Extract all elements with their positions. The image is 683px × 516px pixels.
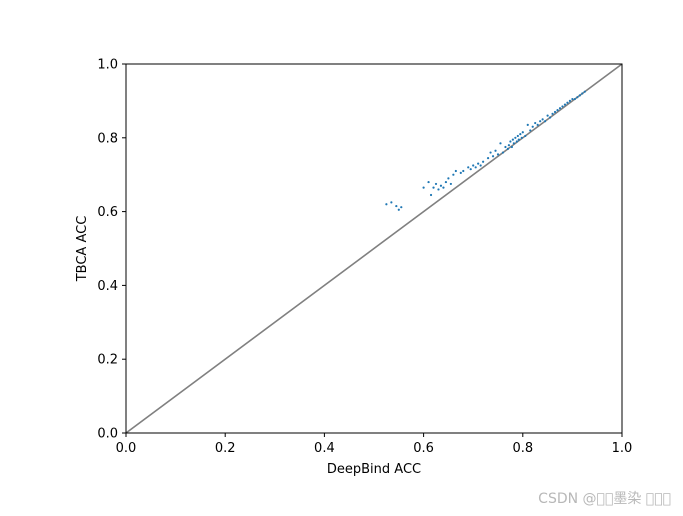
y-tick-label: 1.0 — [97, 58, 118, 73]
x-axis: 0.0 0.2 0.4 0.6 0.8 1.0 — [116, 433, 633, 456]
data-point — [551, 112, 554, 115]
watermark-text: CSDN @  墨染     — [538, 491, 671, 507]
x-tick-label: 0.4 — [314, 441, 335, 456]
data-point — [516, 134, 519, 138]
x-tick-label: 0.0 — [116, 441, 137, 456]
data-point — [427, 180, 430, 184]
data-point — [536, 123, 539, 126]
data-point — [553, 110, 557, 114]
data-point — [561, 105, 564, 108]
data-point — [571, 97, 574, 101]
data-point — [531, 125, 534, 128]
data-point — [514, 136, 517, 139]
data-points-layer — [385, 90, 586, 211]
data-point — [520, 136, 523, 139]
data-point — [578, 94, 581, 97]
data-point — [477, 162, 480, 165]
data-point — [462, 169, 465, 173]
data-point — [390, 201, 393, 204]
data-point — [494, 149, 497, 152]
data-point — [573, 97, 576, 101]
data-point — [385, 203, 388, 206]
data-point — [496, 153, 500, 156]
data-point — [506, 147, 510, 150]
data-point — [517, 138, 520, 141]
data-point — [501, 151, 505, 154]
data-point — [422, 186, 425, 189]
data-point — [395, 204, 398, 208]
data-point — [568, 99, 572, 102]
data-point — [511, 138, 514, 141]
data-point — [479, 164, 482, 167]
reference-line-layer — [125, 63, 623, 434]
y-tick-label: 0.6 — [97, 205, 118, 220]
data-point — [447, 177, 450, 180]
y-tick-label: 0.2 — [97, 353, 118, 368]
data-point — [558, 107, 562, 110]
data-point — [576, 96, 579, 99]
data-point — [437, 188, 440, 191]
data-point — [541, 118, 544, 121]
y-axis-label: TBCA ACC — [75, 216, 90, 283]
data-point — [509, 140, 512, 143]
x-tick-label: 0.2 — [215, 441, 236, 456]
data-point — [454, 169, 457, 173]
data-point — [452, 173, 455, 176]
data-point — [474, 166, 477, 169]
y-axis: 0.0 0.2 0.4 0.6 0.8 1.0 — [97, 58, 126, 442]
y-tick-label: 0.8 — [97, 131, 118, 146]
data-point — [439, 184, 443, 187]
data-point — [521, 131, 524, 134]
reference-diagonal-line — [125, 63, 623, 434]
x-tick-label: 0.6 — [413, 441, 434, 456]
data-point — [459, 171, 462, 174]
data-point — [486, 156, 490, 160]
data-point — [469, 168, 472, 171]
data-point — [526, 123, 529, 126]
data-point — [544, 120, 547, 123]
data-point — [482, 160, 485, 163]
data-point — [546, 114, 549, 117]
data-point — [548, 116, 552, 119]
y-tick-label: 0.4 — [97, 279, 118, 294]
data-point — [429, 193, 433, 197]
data-point — [539, 120, 542, 123]
data-point — [434, 182, 438, 186]
data-point — [566, 101, 569, 104]
data-point — [515, 140, 518, 143]
data-point — [504, 145, 507, 149]
data-point — [507, 144, 511, 147]
data-point — [499, 142, 502, 145]
data-point — [583, 90, 586, 93]
plot-area-frame — [125, 63, 623, 434]
x-tick-label: 1.0 — [612, 441, 633, 456]
data-point — [510, 145, 513, 149]
data-point — [444, 180, 448, 184]
data-point — [529, 129, 532, 132]
data-point — [472, 164, 475, 167]
data-point — [489, 151, 492, 154]
data-point — [534, 121, 537, 125]
data-point — [563, 103, 567, 106]
data-point — [442, 186, 445, 189]
data-point — [400, 206, 403, 209]
x-axis-label: DeepBind ACC — [327, 462, 421, 477]
data-point — [524, 134, 527, 138]
data-point — [512, 142, 515, 145]
data-point — [556, 109, 559, 112]
data-point — [491, 155, 495, 158]
data-point — [467, 166, 470, 169]
x-tick-label: 0.8 — [512, 441, 533, 456]
data-point — [519, 133, 522, 136]
data-point — [397, 208, 400, 211]
data-point — [449, 182, 452, 186]
y-tick-label: 0.0 — [97, 427, 118, 442]
data-point — [581, 92, 584, 95]
data-point — [432, 186, 435, 189]
